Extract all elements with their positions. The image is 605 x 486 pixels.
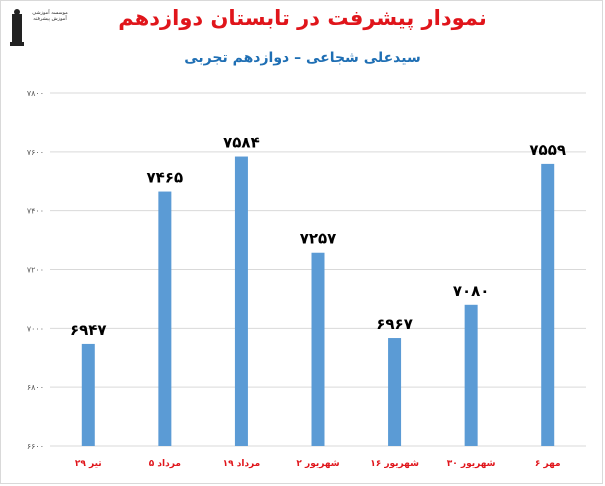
data-label: ۷۵۸۴ <box>223 134 260 152</box>
logo-caption: موسسه آموزشی آموزش پیشرفته <box>32 10 68 22</box>
data-label: ۷۲۵۷ <box>300 230 337 248</box>
y-tick-label: ۷۴۰۰ <box>27 207 44 216</box>
x-tick-label: ۳۰ شهریور <box>447 459 496 469</box>
bar <box>158 191 172 446</box>
x-tick-label: ۱۶ شهریور <box>370 459 419 469</box>
x-axis-ticks: ۲۹ تیر ۵ مرداد ۱۹ مرداد ۲ شهریور ۱۶ شهریور ۳۰… <box>75 459 561 469</box>
y-tick-label: ۷۶۰۰ <box>27 148 44 157</box>
bar <box>311 252 325 446</box>
chart-subtitle: سیدعلی شجاعی – دوازدهم تجربی <box>184 50 421 66</box>
x-tick-label: ۶ مهر <box>535 459 561 469</box>
bars <box>81 156 555 447</box>
x-tick-label: ۲۹ تیر <box>75 459 102 469</box>
data-label: ۷۴۶۵ <box>147 169 184 187</box>
data-label: ۷۵۵۹ <box>529 141 566 159</box>
data-labels: ۶۹۴۷ ۷۴۶۵ ۷۵۸۴ ۷۲۵۷ ۶۹۶۷ ۷۰۸۰ ۷۵۵۹ <box>70 134 566 339</box>
data-label: ۶۹۴۷ <box>70 321 107 339</box>
data-label: ۷۰۸۰ <box>453 282 490 300</box>
y-axis-ticks: ۶۶۰۰ ۶۸۰۰ ۷۰۰۰ ۷۲۰۰ ۷۴۰۰ ۷۶۰۰ ۷۸۰۰ <box>27 89 44 451</box>
y-tick-label: ۶۶۰۰ <box>27 442 44 451</box>
data-label: ۶۹۶۷ <box>376 315 413 333</box>
institute-logo <box>10 9 24 46</box>
y-tick-label: ۶۸۰۰ <box>27 383 44 392</box>
bar <box>464 304 478 446</box>
x-tick-label: ۲ شهریور <box>296 459 339 469</box>
y-tick-label: ۷۰۰۰ <box>27 324 44 333</box>
y-tick-label: ۷۸۰۰ <box>27 89 44 98</box>
bar <box>234 156 248 447</box>
bar <box>81 343 95 446</box>
bar <box>541 163 555 446</box>
bar <box>388 338 402 446</box>
y-tick-label: ۷۲۰۰ <box>27 266 44 275</box>
x-tick-label: ۵ مرداد <box>149 459 181 469</box>
chart-title: نمودار پیشرفت در تابستان دوازدهم <box>118 6 487 30</box>
x-tick-label: ۱۹ مرداد <box>223 459 261 469</box>
